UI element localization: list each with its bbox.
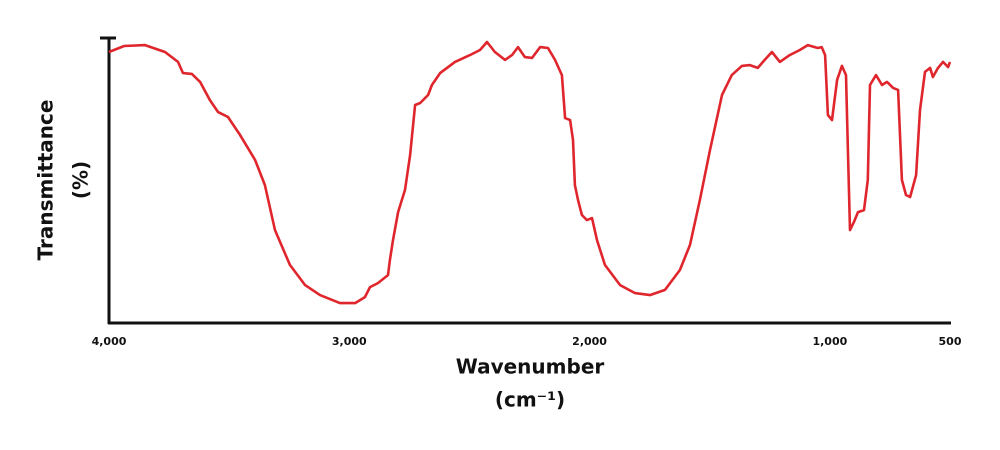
spectrum-line [108, 40, 952, 305]
x-tick-label: 4,000 [92, 335, 127, 348]
y-axis-unit: (%) [69, 161, 93, 199]
x-tick-label: 3,000 [332, 335, 367, 348]
x-tick-label: 2,000 [572, 335, 607, 348]
y-axis-label: Transmittance [34, 100, 58, 261]
x-tick-label: 500 [939, 335, 962, 348]
x-axis-unit: (cm⁻¹) [495, 388, 565, 412]
x-tick-label: 1,000 [812, 335, 847, 348]
x-axis-label: Wavenumber [456, 355, 605, 379]
